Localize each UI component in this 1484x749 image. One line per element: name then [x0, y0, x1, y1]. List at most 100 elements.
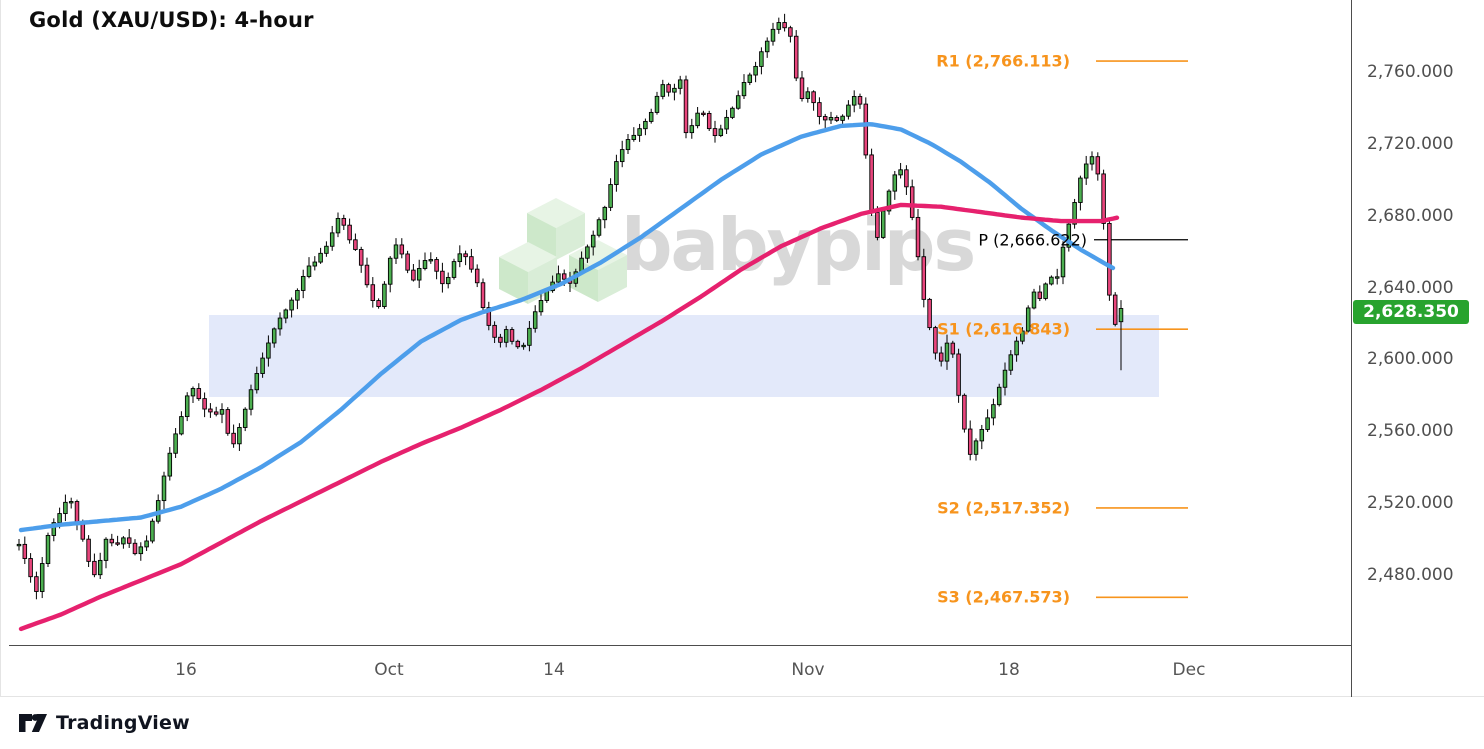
candlestick	[532, 311, 538, 329]
candlestick	[184, 395, 190, 418]
candlestick	[776, 22, 782, 30]
candlestick	[39, 563, 45, 592]
candlestick	[915, 216, 921, 258]
candlestick	[498, 336, 503, 343]
candlestick	[86, 538, 91, 562]
candlestick	[822, 116, 828, 121]
candlestick	[358, 249, 364, 266]
time-axis-label: Nov	[791, 660, 825, 680]
candlestick	[225, 409, 231, 434]
tradingview-icon	[19, 714, 47, 732]
candlestick	[1054, 276, 1060, 279]
candlestick	[1112, 294, 1118, 325]
candlestick	[63, 501, 68, 515]
candlestick	[202, 398, 207, 410]
candlestick	[596, 219, 602, 236]
pivot-label-s3: S3 (2,467.573)	[937, 587, 1070, 607]
candlestick	[266, 342, 271, 359]
candlestick	[416, 268, 422, 281]
candlestick	[45, 534, 51, 564]
candlestick	[556, 273, 561, 283]
candlestick	[463, 253, 468, 258]
candlestick	[840, 115, 845, 121]
candlestick	[1014, 340, 1019, 356]
candlestick	[851, 96, 857, 106]
candlestick	[440, 270, 445, 285]
candlestick	[57, 513, 62, 524]
candlestick	[828, 117, 834, 121]
candlestick	[892, 174, 898, 192]
price-axis[interactable]: 2,760.000 2,720.000 2,680.000 2,640.000 2,60…	[1352, 0, 1484, 645]
candlestick	[880, 210, 886, 238]
candlestick	[370, 284, 376, 302]
last-price-badge: 2,628.350	[1353, 300, 1469, 325]
candlestick	[759, 51, 764, 67]
candlestick	[793, 35, 799, 79]
candlestick	[353, 239, 358, 250]
tradingview-logo[interactable]: TradingView	[18, 712, 190, 734]
candlestick	[173, 433, 178, 454]
candlestick	[115, 542, 120, 545]
price-axis-line	[1351, 0, 1352, 697]
price-chart-plot[interactable]	[1, 0, 1351, 645]
candlestick	[16, 543, 22, 547]
candlestick	[260, 357, 265, 374]
candlestick	[405, 253, 410, 271]
pivot-label-s2: S2 (2,517.352)	[937, 498, 1070, 518]
candlestick	[277, 317, 283, 330]
candlestick	[208, 408, 213, 413]
candlestick	[318, 252, 323, 263]
candlestick	[701, 112, 706, 116]
candlestick	[515, 340, 521, 348]
candlestick	[718, 128, 724, 137]
candlestick	[799, 77, 805, 99]
candlestick	[364, 264, 370, 286]
candlestick	[660, 84, 666, 97]
pivot-label-s1: S1 (2,616.843)	[937, 319, 1070, 339]
candlestick	[329, 232, 335, 247]
price-tick-label: 2,600.000	[1367, 349, 1454, 370]
candlestick	[1118, 308, 1124, 323]
candlestick	[625, 139, 631, 151]
pivot-label-p: P (2,666.622)	[978, 230, 1087, 250]
candlestick	[695, 112, 700, 127]
candlestick	[672, 87, 677, 93]
candlestick	[706, 112, 712, 130]
candlestick	[909, 186, 915, 218]
time-axis[interactable]: 16 Oct 14 Nov 18 Dec	[1, 646, 1351, 697]
candlestick	[480, 282, 486, 309]
candlestick	[22, 543, 28, 559]
candlestick	[219, 409, 225, 415]
candlestick	[68, 501, 74, 504]
time-axis-label: Oct	[374, 660, 404, 680]
candlestick	[834, 117, 840, 121]
candlestick	[764, 40, 770, 53]
candlestick	[92, 560, 97, 576]
candlestick	[979, 429, 985, 442]
candlestick	[242, 408, 248, 428]
candlestick	[782, 22, 787, 29]
candlestick	[1107, 222, 1112, 296]
candlestick	[109, 538, 115, 544]
chart-frame: Gold (XAU/USD): 4-hour babypips	[0, 0, 1484, 697]
candlestick	[469, 256, 474, 270]
candlestick	[347, 224, 352, 241]
candlestick	[97, 559, 103, 576]
candlestick	[561, 273, 567, 280]
candlestick	[805, 91, 811, 99]
candlestick	[985, 417, 990, 430]
candlestick	[735, 95, 741, 109]
candlestick	[967, 428, 973, 455]
ma-slow-line	[18, 202, 1120, 632]
candlestick	[1078, 177, 1083, 203]
candlestick	[132, 542, 138, 555]
candlestick	[619, 149, 625, 163]
price-tick-label: 2,560.000	[1367, 421, 1454, 442]
candlestick	[196, 388, 202, 400]
candlestick	[1101, 173, 1106, 224]
price-tick-label: 2,520.000	[1367, 493, 1454, 514]
candlestick	[602, 206, 608, 221]
price-tick-label: 2,760.000	[1367, 62, 1454, 82]
candlestick	[248, 389, 254, 410]
